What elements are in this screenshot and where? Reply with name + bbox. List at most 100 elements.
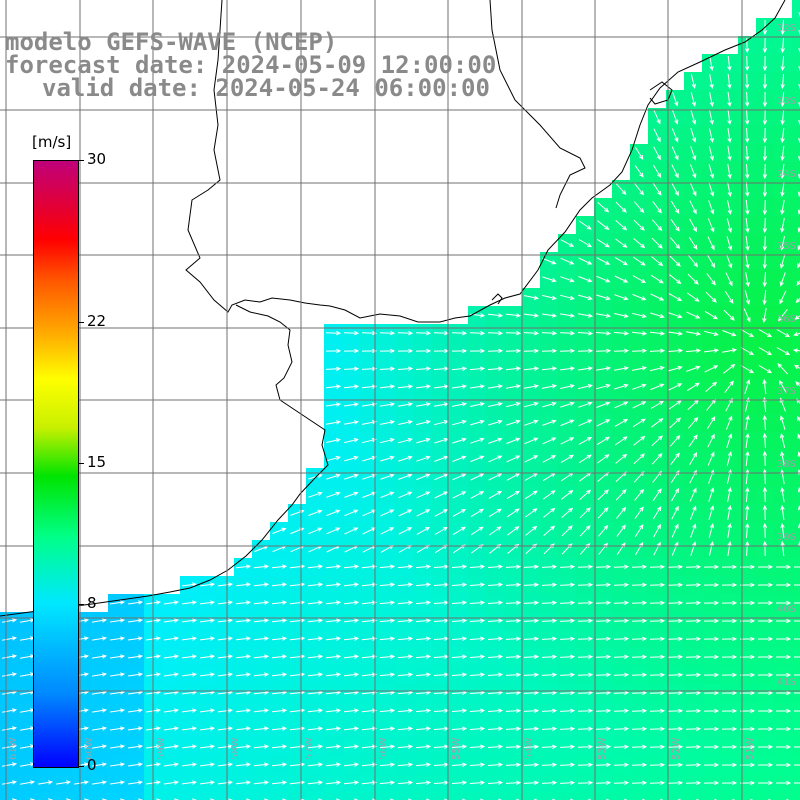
wind-arrow	[613, 348, 630, 354]
wind-arrow	[542, 257, 557, 265]
wind-arrow	[236, 780, 252, 785]
wind-arrow	[362, 402, 378, 407]
wind-speed-cell	[162, 792, 180, 800]
wind-arrow	[505, 636, 522, 641]
wind-arrow	[688, 255, 699, 268]
wind-arrow	[615, 220, 628, 231]
wind-arrow	[667, 618, 684, 624]
wind-arrow	[707, 451, 715, 466]
wind-arrow	[579, 525, 591, 537]
wind-arrow	[721, 564, 738, 570]
wind-arrow	[796, 398, 800, 405]
wind-arrow	[776, 329, 791, 338]
wind-arrow	[671, 541, 679, 556]
wind-arrow	[633, 219, 645, 231]
wind-arrow	[469, 672, 486, 677]
wind-arrow	[595, 348, 612, 354]
wind-arrow	[307, 654, 324, 659]
wind-arrow	[616, 506, 627, 519]
wind-arrow	[325, 618, 342, 623]
wind-arrow	[667, 672, 684, 678]
wind-arrow	[379, 618, 396, 623]
wind-arrow	[776, 672, 792, 678]
forecast-date: forecast date: 2024-05-09 12:00:00	[5, 51, 497, 79]
wind-arrow	[2, 672, 18, 677]
wind-arrow	[128, 726, 144, 731]
wind-arrow	[780, 73, 785, 90]
wind-arrow	[361, 582, 378, 587]
wind-arrow	[653, 128, 661, 143]
wind-arrow	[650, 312, 665, 319]
wind-arrow	[670, 219, 680, 232]
wind-arrow	[452, 384, 468, 389]
wind-arrow	[236, 654, 252, 659]
wind-arrow	[595, 744, 612, 750]
wind-arrow	[595, 331, 612, 336]
wind-arrow	[379, 348, 396, 354]
wind-arrow	[92, 744, 108, 749]
wind-arrow	[379, 726, 396, 731]
wind-arrow	[709, 56, 714, 72]
wind-arrow	[652, 164, 662, 178]
wind-arrow	[505, 564, 522, 569]
wind-speed-cell	[90, 792, 108, 800]
wind-speed-cell	[180, 792, 198, 800]
wind-arrow	[651, 435, 663, 447]
wind-arrow	[578, 276, 593, 283]
wind-arrow	[505, 726, 522, 731]
wind-arrow	[762, 450, 768, 467]
wind-arrow	[308, 491, 323, 498]
wind-arrow	[667, 654, 684, 660]
lon-label: 52W	[671, 737, 682, 760]
wind-arrow	[794, 674, 800, 676]
wind-arrow	[253, 636, 270, 641]
wind-arrow	[470, 526, 484, 536]
wind-arrow	[469, 654, 486, 659]
wind-arrow	[325, 330, 342, 336]
wind-arrow	[452, 509, 467, 517]
wind-arrow	[650, 366, 665, 372]
wind-arrow	[703, 726, 720, 732]
wind-arrow	[757, 780, 774, 786]
wind-arrow	[209, 798, 216, 800]
wind-arrow	[541, 618, 558, 624]
wind-arrow	[343, 744, 360, 749]
wind-arrow	[578, 239, 592, 248]
wind-arrow	[727, 92, 732, 108]
wind-arrow	[380, 455, 395, 462]
wind-speed-cell	[432, 792, 450, 800]
wind-arrow	[560, 239, 575, 247]
wind-arrow	[670, 434, 681, 447]
wind-arrow	[726, 218, 732, 233]
wind-arrow	[92, 636, 108, 641]
wind-arrow	[762, 109, 768, 126]
wind-arrow	[452, 526, 466, 536]
wind-arrow	[397, 582, 414, 587]
wind-arrow	[762, 73, 768, 90]
wind-arrow	[325, 726, 342, 731]
wind-arrow	[560, 366, 576, 371]
wind-arrow	[667, 762, 684, 768]
wind-arrow	[745, 181, 750, 198]
wind-arrow	[200, 780, 216, 785]
wind-arrow	[415, 564, 432, 569]
wind-arrow	[200, 582, 216, 587]
wind-arrow	[690, 128, 697, 143]
wind-arrow	[325, 600, 342, 605]
wind-arrow	[633, 435, 646, 446]
lat-label: 33S	[776, 96, 796, 107]
wind-arrow	[721, 654, 738, 660]
wind-arrow	[559, 618, 576, 624]
wind-speed-cell	[792, 522, 800, 540]
wind-arrow	[398, 402, 414, 407]
wind-arrow	[794, 728, 800, 730]
wind-arrow	[579, 489, 592, 500]
wind-arrow	[361, 564, 378, 569]
wind-arrow	[745, 145, 750, 162]
wind-arrow	[506, 473, 521, 481]
wind-arrow	[505, 366, 522, 371]
wind-arrow	[128, 654, 144, 659]
wind-arrow	[487, 654, 504, 659]
wind-arrow	[595, 672, 612, 678]
